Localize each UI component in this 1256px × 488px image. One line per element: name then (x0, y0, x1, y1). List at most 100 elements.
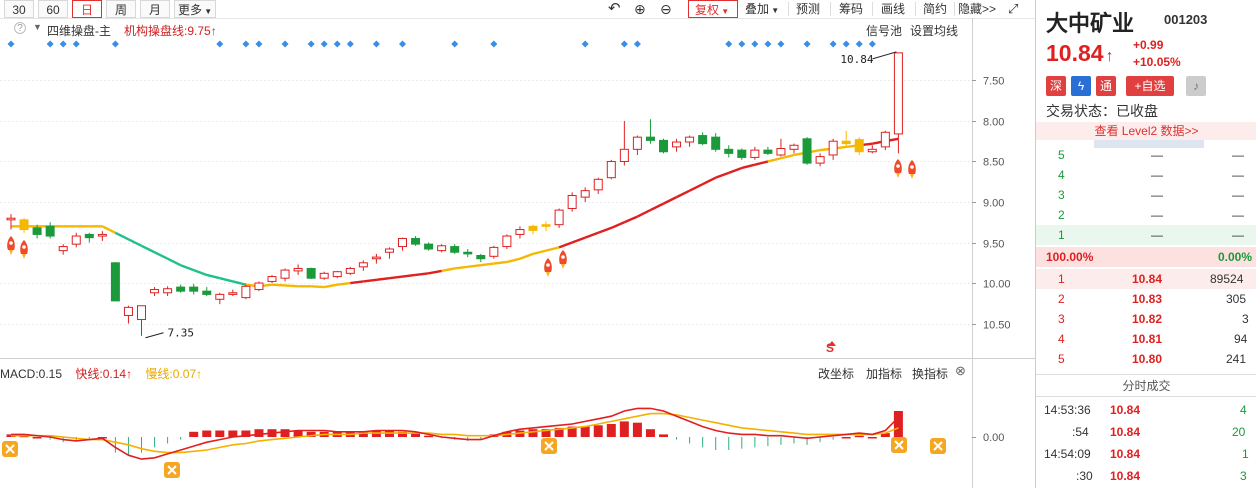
ask-row: 5 — — (1036, 145, 1256, 165)
chips-button[interactable]: 筹码 (839, 2, 864, 16)
institution-line-segment (610, 221, 625, 230)
bell-icon[interactable]: ♪ (1186, 76, 1206, 96)
period-month-button[interactable]: 月 (140, 0, 170, 18)
up-arrow-icon: ↑ (210, 24, 217, 38)
candle-body (619, 148, 629, 162)
macd-bar-positive (619, 421, 629, 437)
lightning-icon[interactable]: ϟ (1071, 76, 1091, 96)
up-arrow-icon: ↑ (126, 367, 133, 381)
candle-body (228, 292, 238, 295)
candle-body (6, 217, 16, 221)
set-ma-button[interactable]: 设置均线 (910, 24, 959, 38)
macd-bar-positive (632, 422, 642, 437)
institution-line-segment (428, 269, 442, 275)
add-watchlist-button[interactable]: +自选 (1126, 76, 1174, 96)
period-30-button[interactable]: 30 (4, 0, 34, 18)
divider (915, 2, 916, 16)
tick-price: 10.84 (1110, 425, 1141, 439)
period-more-dropdown[interactable]: 更多 ▼ (174, 0, 216, 18)
tick-time: :30 (1076, 469, 1093, 483)
price-tick-label: 8.00 (983, 117, 1004, 129)
signal-diamond (633, 40, 641, 48)
institution-line-segment (558, 241, 573, 249)
candle-body (306, 267, 316, 279)
draw-line-button[interactable]: 画线 (881, 2, 906, 16)
macd-zero-label: 0.00 (983, 432, 1004, 444)
price-tick-label: 7.50 (983, 76, 1004, 88)
period-week-button[interactable]: 周 (106, 0, 136, 18)
macd-bar-positive (854, 435, 864, 438)
zoom-in-icon[interactable]: ⊕ (634, 1, 646, 17)
institution-line-segment (154, 251, 169, 260)
candle-body (280, 269, 290, 279)
macd-slow-value: 慢线:0.07↑ (145, 367, 202, 381)
candle-body (45, 225, 55, 237)
close-indicator-icon[interactable]: ⊗ (955, 363, 966, 378)
institution-line-segment (114, 231, 129, 241)
fuquan-dropdown[interactable]: 复权 ▼ (688, 0, 738, 18)
switch-indicator-button[interactable]: 换指标 (912, 367, 949, 381)
institution-line-segment (232, 280, 247, 286)
stock-code: 001203 (1164, 12, 1208, 27)
candle-body (384, 248, 394, 253)
tick-volume: 20 (1232, 425, 1246, 439)
institution-line-segment (467, 264, 481, 269)
tick-row: 14:54:09 10.84 1 (1036, 444, 1256, 464)
signal-diamond (842, 40, 850, 48)
institution-line-segment (271, 283, 286, 287)
institution-line-segment (140, 244, 156, 254)
undo-icon[interactable]: ↶ (608, 0, 621, 17)
low-pointer-line (145, 332, 164, 339)
change-axis-button[interactable]: 改坐标 (818, 367, 855, 381)
rocket-flame (22, 254, 26, 259)
rocket-icon (894, 159, 902, 178)
institution-line-segment (532, 249, 547, 256)
zoom-out-icon[interactable]: ⊖ (660, 1, 672, 17)
institution-line-segment (584, 231, 599, 239)
candle-body (763, 149, 773, 154)
forecast-button[interactable]: 预测 (796, 2, 821, 16)
rocket-icon (908, 160, 916, 179)
fullscreen-icon[interactable]: ⤢ (1008, 1, 1019, 16)
institution-line-segment (219, 277, 234, 283)
level2-link[interactable]: 查看 Level2 数据>> (1036, 122, 1256, 140)
candle-body (489, 246, 499, 257)
period-day-button[interactable]: 日 (72, 0, 102, 18)
rocket-window (546, 263, 550, 267)
ask-volume: — (1232, 208, 1244, 222)
institution-line-value: 机构操盘线:9.75↑ (124, 22, 217, 39)
institution-line-segment (376, 276, 390, 282)
kline-chart-canvas[interactable]: 10.50 10.00 9.50 9.00 8.50 8.00 7.50 10.84 7.35 S… (0, 0, 1035, 488)
collapse-triangle-icon[interactable]: ▼ (33, 22, 42, 32)
main-indicator-name[interactable]: 四维操盘-主 (47, 24, 111, 38)
bid-volume: 241 (1226, 352, 1247, 366)
period-60-button[interactable]: 60 (38, 0, 68, 18)
institution-line-segment (101, 225, 116, 234)
overlay-dropdown[interactable]: 叠加 ▼ (745, 0, 779, 18)
bid-price: 10.82 (1132, 312, 1163, 326)
institution-line-segment (519, 252, 534, 260)
signal-diamond (333, 40, 341, 48)
signal-diamond (7, 40, 15, 48)
divider (1036, 396, 1256, 397)
candle-body (319, 272, 329, 279)
candle-body (476, 254, 486, 260)
candle-body (750, 149, 760, 158)
candle-body (776, 148, 786, 156)
signal-pool-button[interactable]: 信号池 (866, 24, 903, 38)
rocket-window (910, 165, 914, 169)
help-icon[interactable]: ? (14, 22, 26, 34)
signal-diamond (620, 40, 628, 48)
simple-mode-button[interactable]: 简约 (923, 2, 948, 16)
candle-body (802, 138, 812, 164)
macd-bar-positive (189, 431, 199, 437)
add-indicator-button[interactable]: 加指标 (866, 367, 903, 381)
bid-row: 5 10.80 241 (1036, 349, 1256, 369)
macd-legend: MACD:0.15 快线:0.14↑ 慢线:0.07↑ (0, 365, 202, 382)
candle-body (685, 136, 695, 143)
macd-value: MACD:0.15 (0, 367, 63, 381)
signal-diamond (46, 40, 54, 48)
candle-body (815, 156, 825, 164)
candle-body (254, 282, 264, 291)
hide-button[interactable]: 隐藏>> (958, 2, 997, 16)
